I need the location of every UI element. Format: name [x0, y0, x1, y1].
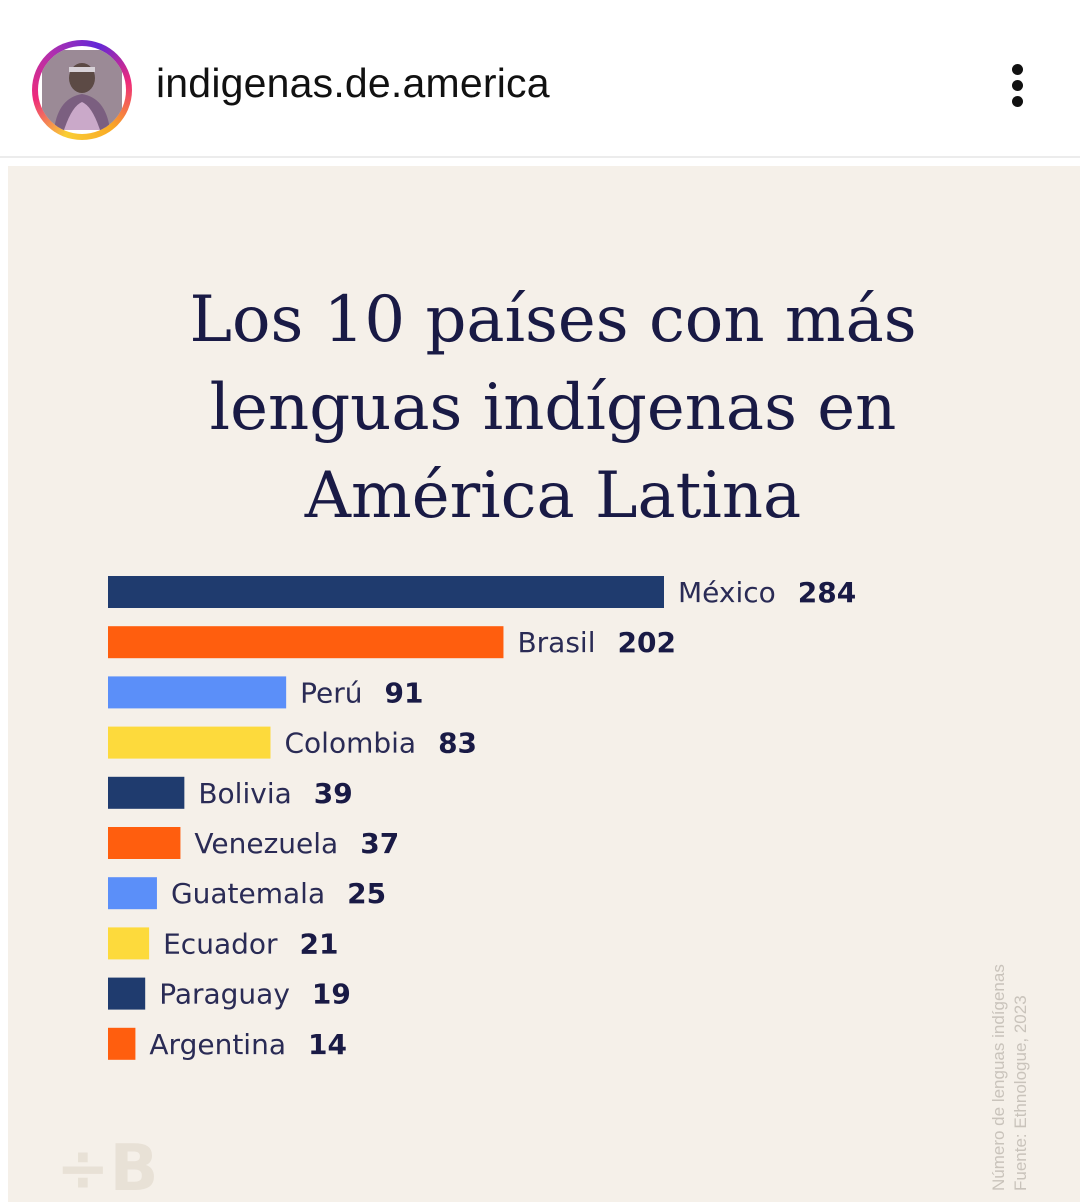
- post-header: indigenas.de.america: [0, 0, 1080, 158]
- bar-value: 14: [308, 1028, 347, 1061]
- brand-logo-text: ÷B: [56, 1134, 158, 1198]
- bar-value: 37: [360, 827, 399, 860]
- bar-value: 39: [314, 777, 353, 810]
- bar-bolivia: [108, 776, 185, 809]
- brand-logo: ÷B: [56, 1134, 158, 1198]
- avatar[interactable]: [38, 46, 126, 134]
- bar-colombia: [108, 726, 271, 759]
- source-line: Número de lenguas indígenas: [989, 964, 1008, 1191]
- post-image: Los 10 países con más lenguas indígenas …: [8, 166, 1080, 1202]
- bar-label: Colombia: [284, 727, 416, 760]
- bar-value: 202: [617, 626, 675, 659]
- bar-méxico: [108, 576, 664, 608]
- more-vertical-icon[interactable]: [1000, 60, 1036, 112]
- bar-value: 21: [300, 927, 339, 960]
- bar-value: 25: [347, 877, 386, 910]
- bar-label: Ecuador: [163, 927, 278, 960]
- title-line: lenguas indígenas en: [209, 371, 897, 445]
- username[interactable]: indigenas.de.america: [156, 60, 550, 106]
- bar-label: Argentina: [149, 1028, 286, 1061]
- chart-title: Los 10 países con más lenguas indígenas …: [8, 276, 1080, 540]
- bar-label: Perú: [300, 676, 362, 709]
- bar-label: Brasil: [517, 626, 595, 659]
- source-note: Número de lenguas indígenas Fuente: Ethn…: [988, 891, 1032, 1191]
- bar-guatemala: [108, 877, 157, 910]
- story-ring[interactable]: [32, 40, 132, 140]
- bar-value: 83: [438, 727, 477, 760]
- bar-value: 284: [798, 576, 856, 609]
- source-line: Fuente: Ethnologue, 2023: [1011, 995, 1030, 1191]
- title-line: Los 10 países con más: [189, 283, 917, 357]
- bar-label: Guatemala: [171, 877, 325, 910]
- bar-brasil: [108, 626, 504, 659]
- bar-chart: México 284 Brasil 202 Perú 91 Colombia 83 Bolivi…: [108, 576, 856, 1061]
- bar-label: Venezuela: [194, 827, 338, 860]
- bar-label: México: [678, 576, 776, 609]
- bar-value: 19: [312, 978, 351, 1011]
- bar-label: Bolivia: [198, 777, 291, 810]
- bar-label: Paraguay: [159, 978, 290, 1011]
- title-line: América Latina: [304, 459, 802, 533]
- bar-ecuador: [108, 927, 150, 960]
- bar-argentina: [108, 1027, 136, 1060]
- bar-value: 91: [385, 676, 424, 709]
- bar-perú: [108, 676, 287, 709]
- bar-venezuela: [108, 827, 181, 859]
- bar-paraguay: [108, 977, 146, 1010]
- profile-photo-icon: [42, 50, 122, 130]
